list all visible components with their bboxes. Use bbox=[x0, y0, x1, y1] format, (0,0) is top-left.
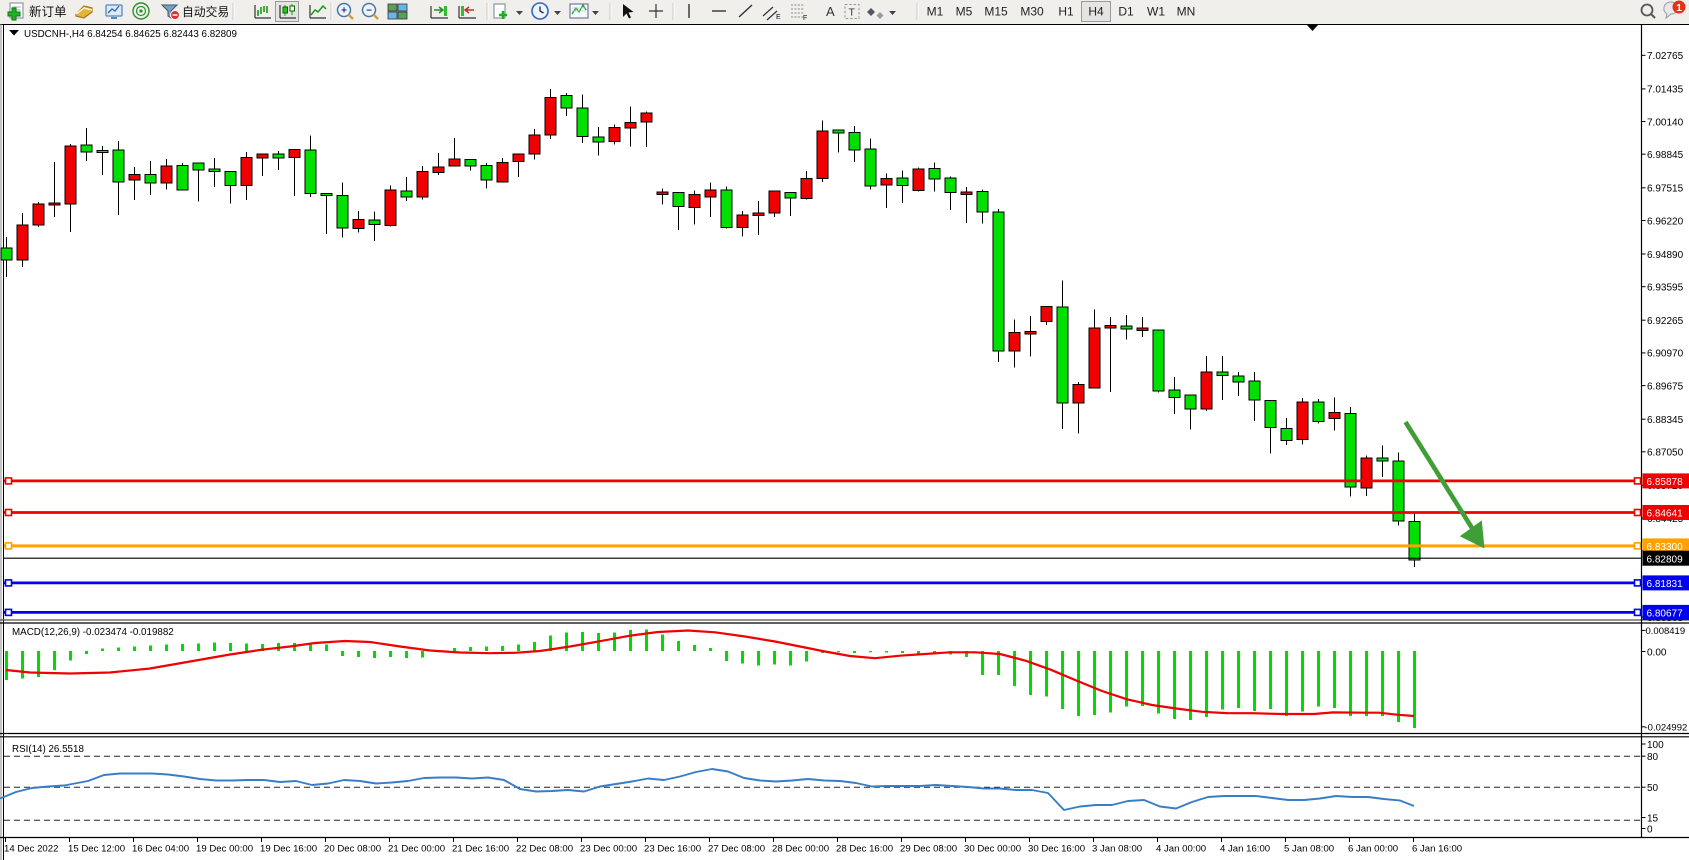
svg-text:22 Dec 08:00: 22 Dec 08:00 bbox=[516, 844, 573, 855]
svg-text:RSI(14) 26.5518: RSI(14) 26.5518 bbox=[12, 744, 84, 755]
svg-text:M5: M5 bbox=[956, 5, 973, 19]
svg-text:6 Jan 16:00: 6 Jan 16:00 bbox=[1412, 844, 1462, 855]
svg-text:-0.024992: -0.024992 bbox=[1645, 723, 1688, 734]
svg-text:7.00140: 7.00140 bbox=[1647, 117, 1684, 128]
svg-text:6.89675: 6.89675 bbox=[1647, 381, 1684, 392]
svg-text:5 Jan 08:00: 5 Jan 08:00 bbox=[1284, 844, 1334, 855]
svg-text:6.97515: 6.97515 bbox=[1647, 184, 1684, 195]
svg-text:0.008419: 0.008419 bbox=[1646, 626, 1686, 637]
svg-text:50: 50 bbox=[1647, 783, 1659, 794]
svg-text:6.84641: 6.84641 bbox=[1647, 509, 1684, 520]
svg-text:M30: M30 bbox=[1020, 5, 1044, 19]
svg-text:新订单: 新订单 bbox=[29, 4, 67, 19]
svg-text:M15: M15 bbox=[984, 5, 1008, 19]
svg-text:3 Jan 08:00: 3 Jan 08:00 bbox=[1092, 844, 1142, 855]
svg-text:23 Dec 00:00: 23 Dec 00:00 bbox=[580, 844, 637, 855]
svg-text:1: 1 bbox=[1676, 2, 1682, 14]
svg-text:0: 0 bbox=[1647, 824, 1653, 835]
svg-text:M1: M1 bbox=[927, 5, 944, 19]
svg-text:19 Dec 16:00: 19 Dec 16:00 bbox=[260, 844, 317, 855]
svg-text:30 Dec 00:00: 30 Dec 00:00 bbox=[964, 844, 1021, 855]
svg-text:6.96220: 6.96220 bbox=[1647, 216, 1684, 227]
svg-text:6.94890: 6.94890 bbox=[1647, 250, 1684, 261]
svg-text:6.90970: 6.90970 bbox=[1647, 349, 1684, 360]
svg-text:+: + bbox=[341, 6, 347, 17]
svg-text:T: T bbox=[849, 7, 856, 19]
svg-text:D1: D1 bbox=[1118, 5, 1134, 19]
svg-text:19 Dec 00:00: 19 Dec 00:00 bbox=[196, 844, 253, 855]
svg-text:自动交易: 自动交易 bbox=[182, 5, 229, 19]
svg-text:4 Jan 00:00: 4 Jan 00:00 bbox=[1156, 844, 1206, 855]
svg-text:H4: H4 bbox=[1088, 5, 1104, 19]
svg-text:100: 100 bbox=[1647, 740, 1664, 751]
svg-text:MACD(12,26,9) -0.023474 -0.019: MACD(12,26,9) -0.023474 -0.019882 bbox=[12, 627, 174, 638]
svg-text:16 Dec 04:00: 16 Dec 04:00 bbox=[132, 844, 189, 855]
svg-text:4 Jan 16:00: 4 Jan 16:00 bbox=[1220, 844, 1270, 855]
svg-text:7.02765: 7.02765 bbox=[1647, 51, 1684, 62]
svg-text:21 Dec 16:00: 21 Dec 16:00 bbox=[452, 844, 509, 855]
svg-text:21 Dec 00:00: 21 Dec 00:00 bbox=[388, 844, 445, 855]
svg-text:28 Dec 00:00: 28 Dec 00:00 bbox=[772, 844, 829, 855]
svg-text:USDCNH-,H4 6.84254 6.84625 6.: USDCNH-,H4 6.84254 6.84625 6.82443 6.828… bbox=[24, 29, 237, 40]
svg-text:29 Dec 08:00: 29 Dec 08:00 bbox=[900, 844, 957, 855]
svg-text:E: E bbox=[776, 14, 781, 21]
svg-text:MN: MN bbox=[1177, 5, 1196, 19]
svg-text:28 Dec 16:00: 28 Dec 16:00 bbox=[836, 844, 893, 855]
svg-text:27 Dec 08:00: 27 Dec 08:00 bbox=[708, 844, 765, 855]
svg-text:7.01435: 7.01435 bbox=[1647, 85, 1684, 96]
svg-text:6.85878: 6.85878 bbox=[1647, 477, 1684, 488]
svg-text:23 Dec 16:00: 23 Dec 16:00 bbox=[644, 844, 701, 855]
svg-text:14 Dec 2022: 14 Dec 2022 bbox=[4, 844, 58, 855]
svg-text:6.80677: 6.80677 bbox=[1647, 609, 1684, 620]
svg-text:15 Dec 12:00: 15 Dec 12:00 bbox=[68, 844, 125, 855]
svg-text:0.00: 0.00 bbox=[1647, 647, 1667, 658]
svg-text:6.87050: 6.87050 bbox=[1647, 448, 1684, 459]
svg-text:20 Dec 08:00: 20 Dec 08:00 bbox=[324, 844, 381, 855]
svg-text:6.88345: 6.88345 bbox=[1647, 415, 1684, 426]
svg-text:F: F bbox=[803, 15, 807, 22]
svg-text:6.81831: 6.81831 bbox=[1647, 579, 1684, 590]
svg-text:6.92265: 6.92265 bbox=[1647, 316, 1684, 327]
svg-text:30 Dec 16:00: 30 Dec 16:00 bbox=[1028, 844, 1085, 855]
svg-text:−: − bbox=[366, 6, 372, 17]
svg-text:W1: W1 bbox=[1147, 5, 1165, 19]
svg-text:6.83300: 6.83300 bbox=[1647, 542, 1684, 553]
svg-text:6.82809: 6.82809 bbox=[1647, 554, 1684, 565]
svg-text:H1: H1 bbox=[1058, 5, 1074, 19]
svg-text:A: A bbox=[826, 4, 835, 19]
svg-text:15: 15 bbox=[1647, 813, 1659, 824]
svg-text:80: 80 bbox=[1647, 752, 1659, 763]
svg-text:6 Jan 00:00: 6 Jan 00:00 bbox=[1348, 844, 1398, 855]
svg-text:6.93595: 6.93595 bbox=[1647, 283, 1684, 294]
svg-text:6.98845: 6.98845 bbox=[1647, 150, 1684, 161]
